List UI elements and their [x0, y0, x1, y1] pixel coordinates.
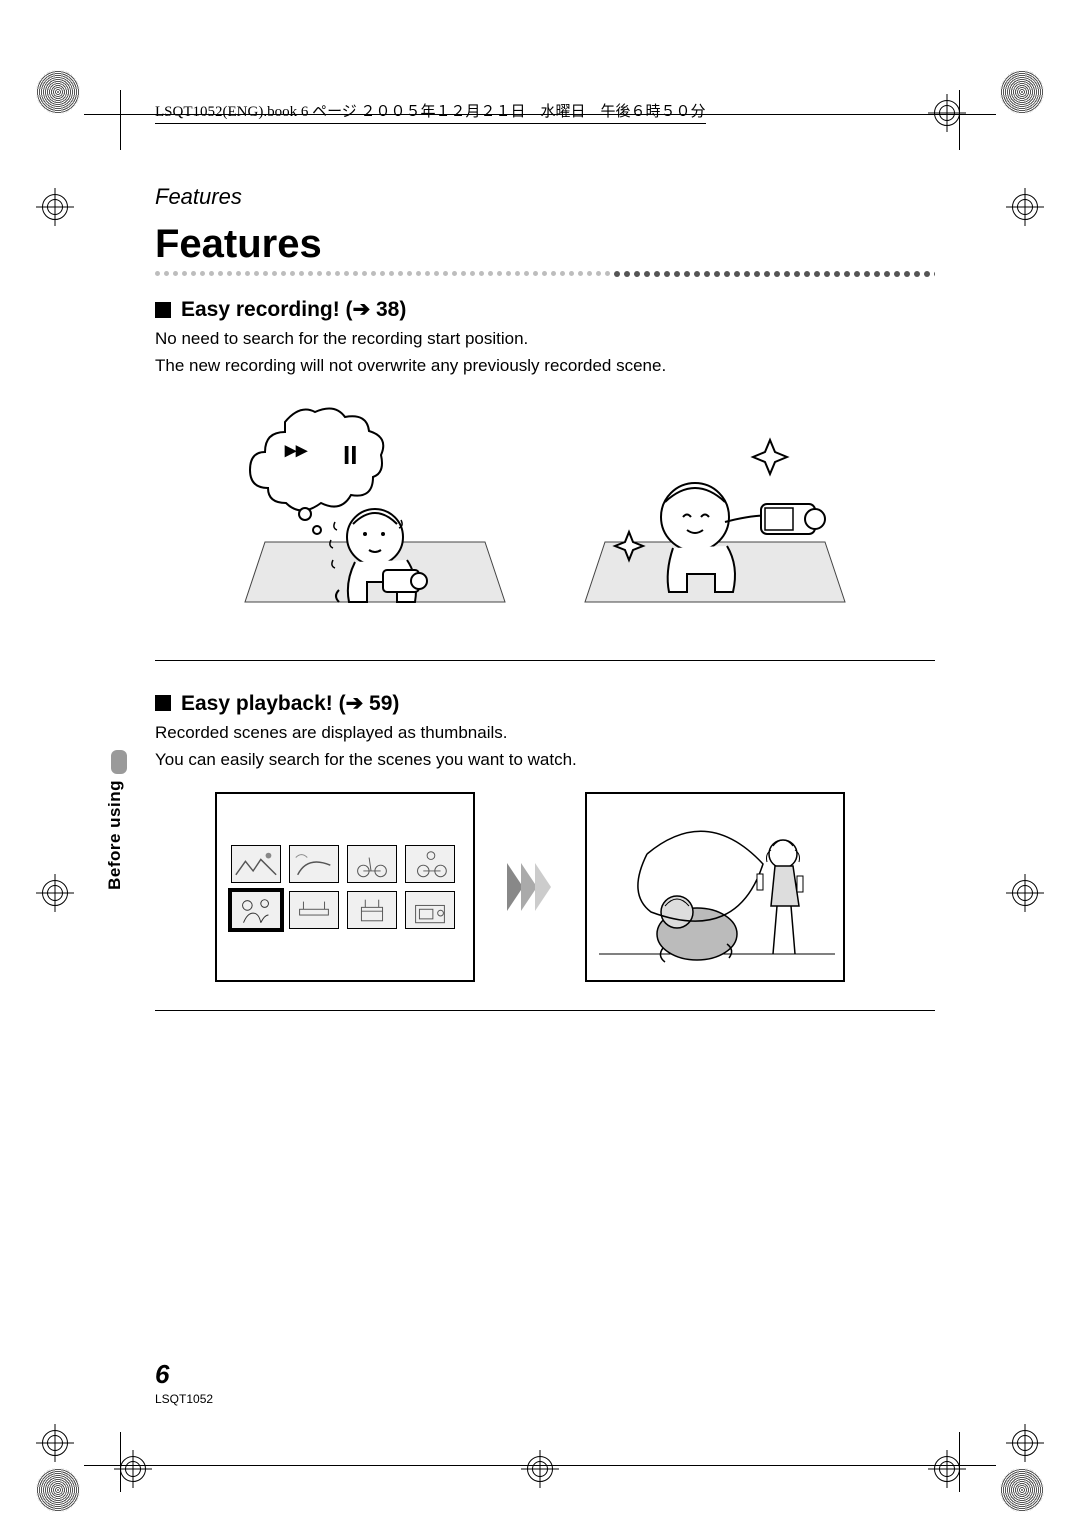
thumbnail-screen	[215, 792, 475, 982]
square-bullet-icon	[155, 302, 171, 318]
registration-mark	[42, 194, 68, 220]
section-divider	[155, 660, 935, 661]
registration-mark	[120, 1456, 146, 1482]
crop-corner-bl	[36, 1468, 80, 1512]
body-text: The new recording will not overwrite any…	[155, 355, 935, 378]
section-title: Easy recording! (➔ 38)	[181, 297, 406, 322]
doc-id: LSQT1052	[155, 1392, 213, 1406]
section-title: Easy playback! (➔ 59)	[181, 691, 399, 716]
thumbnail	[231, 845, 281, 883]
thumbnail	[289, 891, 339, 929]
section-divider	[155, 1010, 935, 1011]
registration-mark	[1012, 880, 1038, 906]
thumbnail	[405, 845, 455, 883]
playback-illustration-row	[215, 792, 935, 982]
crop-corner-tr	[1000, 70, 1044, 114]
arrow-icon: ➔	[346, 692, 369, 715]
square-bullet-icon	[155, 695, 171, 711]
body-text: No need to search for the recording star…	[155, 328, 935, 351]
illustration-confused: ▸▸ II	[225, 402, 525, 632]
registration-mark	[934, 1456, 960, 1482]
crop-corner-tl	[36, 70, 80, 114]
page-content: LSQT1052(ENG).book 6 ページ ２００５年１２月２１日 水曜日…	[155, 100, 935, 1041]
arrow-icon: ➔	[353, 298, 376, 321]
crop-corner-br	[1000, 1468, 1044, 1512]
illustration-row: ▸▸ II	[155, 402, 935, 632]
registration-mark	[527, 1456, 553, 1482]
svg-text:▸▸: ▸▸	[284, 437, 308, 462]
thumbnail	[405, 891, 455, 929]
thumbnail-selected	[231, 891, 281, 929]
thumbnail	[347, 845, 397, 883]
page-number: 6	[155, 1359, 213, 1390]
svg-text:II: II	[343, 440, 357, 470]
page-title: Features	[155, 222, 935, 267]
breadcrumb: Features	[155, 184, 935, 210]
page-footer: 6 LSQT1052	[155, 1359, 213, 1406]
illustration-happy	[565, 402, 865, 632]
triple-arrow-icon	[505, 857, 555, 917]
body-text: Recorded scenes are displayed as thumbna…	[155, 722, 935, 745]
registration-mark	[42, 1430, 68, 1456]
thumbnail	[289, 845, 339, 883]
registration-mark	[1012, 1430, 1038, 1456]
section-heading-recording: Easy recording! (➔ 38)	[155, 297, 935, 322]
title-dotline	[155, 271, 935, 279]
tab-label: Before using	[105, 780, 125, 890]
body-text: You can easily search for the scenes you…	[155, 749, 935, 772]
registration-mark	[42, 880, 68, 906]
crop-line	[120, 90, 121, 150]
section-tab: Before using	[105, 750, 133, 920]
registration-mark	[934, 100, 960, 126]
playback-screen	[585, 792, 845, 982]
section-heading-playback: Easy playback! (➔ 59)	[155, 691, 935, 716]
thumbnail	[347, 891, 397, 929]
registration-mark	[1012, 194, 1038, 220]
header-stamp: LSQT1052(ENG).book 6 ページ ２００５年１２月２１日 水曜日…	[155, 100, 706, 124]
tab-indicator	[111, 750, 127, 774]
